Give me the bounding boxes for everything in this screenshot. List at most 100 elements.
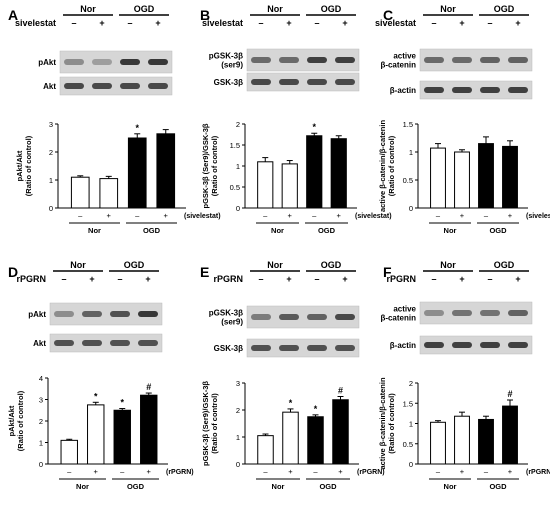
panel-label: B <box>200 7 210 23</box>
condition-label: (rPGRN) <box>166 469 194 476</box>
bar <box>307 416 324 465</box>
y-tick-label: 0 <box>236 460 240 469</box>
x-tick-label: – <box>263 467 268 476</box>
y-axis-label: pGSK-3β (Ser9)/GSK-3β <box>201 123 210 208</box>
x-tick-label: – <box>436 467 441 476</box>
y-tick-label: 2 <box>49 148 53 157</box>
treatment-sign: + <box>342 18 347 28</box>
bar <box>430 147 446 209</box>
y-tick-label: 1.5 <box>403 399 413 408</box>
blot-strip <box>246 338 360 358</box>
y-tick-label: 3 <box>236 379 240 388</box>
bar <box>330 138 347 209</box>
blot-label: β-actin <box>390 86 416 95</box>
blot-band <box>279 345 299 351</box>
y-tick-label: 2 <box>39 417 43 426</box>
group-label-ogd: OGD <box>143 226 161 235</box>
y-tick-label: 3 <box>39 396 43 405</box>
blot-label: pGSK-3β <box>209 309 243 318</box>
y-tick-label: 0.5 <box>403 176 413 185</box>
panel-label: C <box>383 7 393 23</box>
treatment-sign: – <box>258 274 263 284</box>
treatment-sign: + <box>89 274 94 284</box>
significance-mark: # <box>338 386 343 396</box>
group-header-nor: Nor <box>267 4 283 14</box>
bar <box>454 151 470 209</box>
blot-band <box>335 57 355 63</box>
condition-label: (rPGRN) <box>357 469 385 476</box>
treatment-sign: + <box>145 274 150 284</box>
bar <box>454 415 470 465</box>
blot-band <box>138 311 158 317</box>
group-header-ogd: OGD <box>124 260 145 270</box>
panel-E: E Nor OGD rPGRN – + – + pGSK-3β(ser9) GSK-3β 0 1 2 3 p… <box>200 260 385 491</box>
bar <box>502 145 518 209</box>
blot-band <box>424 57 444 63</box>
y-tick-label: 1.5 <box>230 141 240 150</box>
blot-band <box>307 345 327 351</box>
group-label-nor: Nor <box>271 226 284 235</box>
treatment-sign: + <box>459 18 464 28</box>
bar <box>70 176 90 209</box>
bar <box>478 143 494 209</box>
blot-label: pAkt <box>38 58 56 67</box>
x-tick-label: – <box>312 211 317 220</box>
condition-label: (sivelestat) <box>526 213 550 220</box>
x-tick-label: – <box>313 467 318 476</box>
significance-mark: * <box>289 398 293 408</box>
y-tick-label: 2 <box>236 406 240 415</box>
treatment-label: sivelestat <box>15 18 56 28</box>
group-header-ogd: OGD <box>494 4 515 14</box>
blot-label: Akt <box>43 82 56 91</box>
group-header-ogd: OGD <box>321 4 342 14</box>
blot-label: Akt <box>33 339 46 348</box>
condition-label: (sivelestat) <box>184 213 221 220</box>
panel-B: B Nor OGD sivelestat – + – + pGSK-3β(ser9) GSK-3β… <box>200 4 392 235</box>
blot-strip <box>419 301 533 325</box>
treatment-sign: + <box>155 18 160 28</box>
blot-band <box>54 311 74 317</box>
blot-band <box>480 57 500 63</box>
blot-band <box>480 342 500 348</box>
x-tick-label: + <box>288 211 293 220</box>
group-header-ogd: OGD <box>134 4 155 14</box>
blot-band <box>424 310 444 316</box>
bar <box>332 399 349 465</box>
blot-band <box>452 310 472 316</box>
blot-band <box>92 83 112 89</box>
bar <box>282 411 299 465</box>
treatment-sign: – <box>71 18 76 28</box>
blot-strip <box>59 76 173 96</box>
bar <box>257 435 274 465</box>
blot-band <box>251 314 271 320</box>
blot-band <box>335 314 355 320</box>
x-tick-label: + <box>147 467 152 476</box>
x-tick-label: + <box>338 467 343 476</box>
x-tick-label: – <box>120 467 125 476</box>
blot-band <box>307 57 327 63</box>
treatment-sign: – <box>431 274 436 284</box>
group-label-nor: Nor <box>272 482 285 491</box>
x-tick-label: + <box>508 467 513 476</box>
y-tick-label: 1 <box>236 433 240 442</box>
y-axis-label: (Ratio of control) <box>210 393 219 454</box>
group-header-nor: Nor <box>440 260 456 270</box>
blot-band <box>424 342 444 348</box>
blot-band <box>82 340 102 346</box>
x-tick-label: + <box>94 467 99 476</box>
blot-band <box>480 87 500 93</box>
blot-band <box>82 311 102 317</box>
treatment-sign: + <box>459 274 464 284</box>
y-tick-label: 0 <box>409 460 413 469</box>
y-tick-label: 2 <box>236 120 240 129</box>
group-label-ogd: OGD <box>318 226 336 235</box>
blot-band <box>480 310 500 316</box>
x-tick-label: – <box>135 211 140 220</box>
y-tick-label: 0.5 <box>403 440 413 449</box>
x-tick-label: – <box>67 467 72 476</box>
bar <box>113 409 131 465</box>
treatment-label: sivelestat <box>375 18 416 28</box>
blot-strip <box>246 72 360 92</box>
group-label-nor: Nor <box>76 482 89 491</box>
